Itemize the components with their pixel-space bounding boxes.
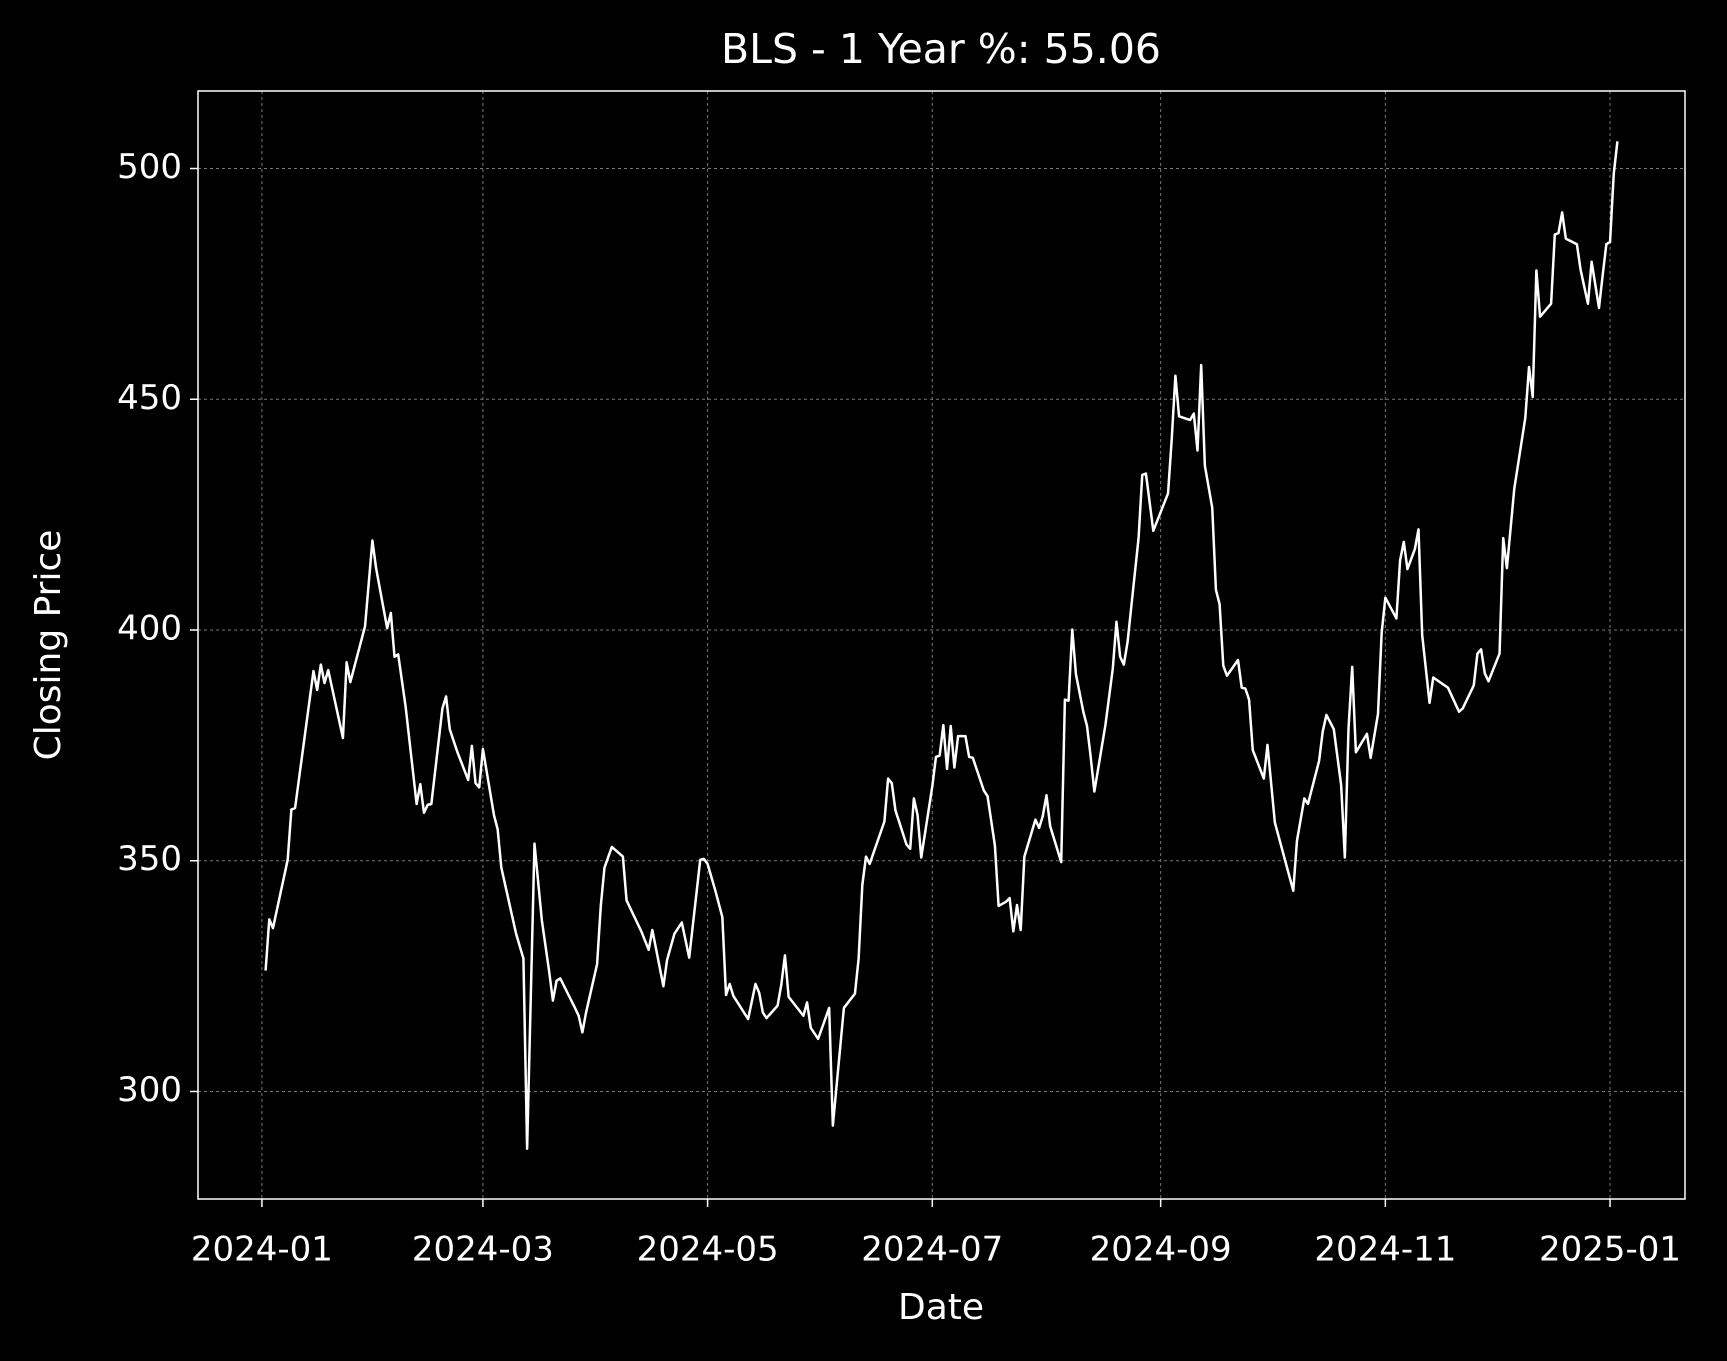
y-tick-label: 350 bbox=[117, 839, 182, 879]
x-tick-label: 2024-01 bbox=[191, 1230, 333, 1270]
price-line bbox=[264, 141, 1619, 1150]
plot-frame bbox=[197, 90, 1686, 1200]
x-tick-label: 2025-01 bbox=[1539, 1230, 1681, 1270]
y-tick-label: 300 bbox=[117, 1070, 182, 1110]
x-tick-label: 2024-07 bbox=[861, 1230, 1003, 1270]
y-tick-label: 400 bbox=[117, 609, 182, 649]
x-tick-label: 2024-11 bbox=[1314, 1230, 1456, 1270]
y-axis-label: Closing Price bbox=[28, 530, 69, 761]
x-tick-label: 2024-03 bbox=[412, 1230, 554, 1270]
y-tick-label: 450 bbox=[117, 378, 182, 418]
x-axis-label: Date bbox=[898, 1287, 984, 1328]
chart-title: BLS - 1 Year %: 55.06 bbox=[721, 25, 1161, 73]
y-tick-label: 500 bbox=[117, 147, 182, 187]
x-tick-label: 2024-05 bbox=[637, 1230, 779, 1270]
x-tick-label: 2024-09 bbox=[1090, 1230, 1232, 1270]
